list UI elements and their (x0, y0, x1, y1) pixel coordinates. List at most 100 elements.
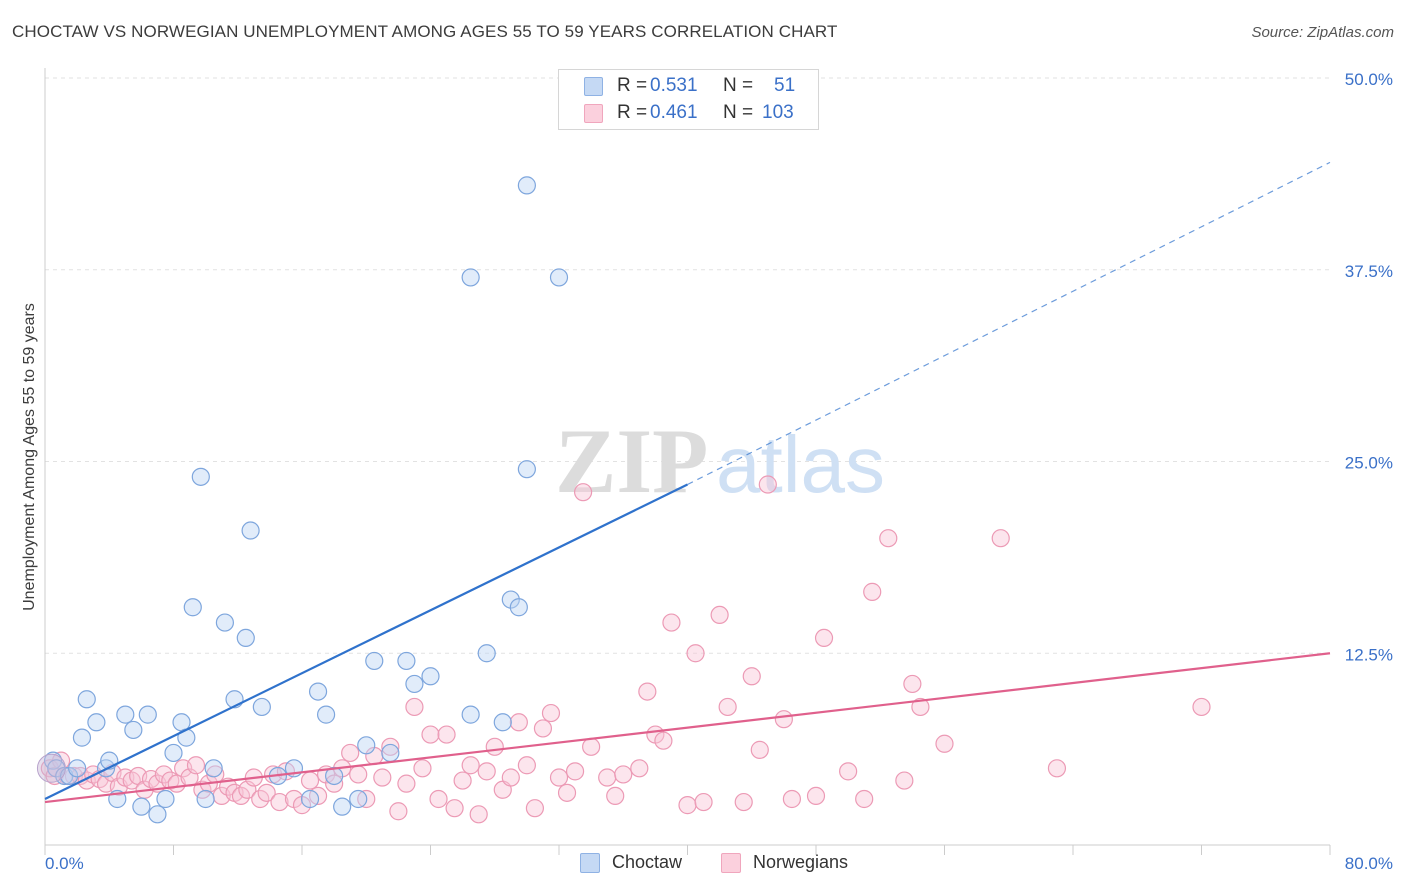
norwegians-point (373, 768, 392, 787)
y-tick-label: 50.0% (1345, 70, 1393, 89)
norwegians-point (437, 725, 456, 744)
choctaw-point (252, 697, 271, 717)
norwegians-point (549, 768, 569, 787)
correlation-legend: R = 0.531 N = 51 R = 0.461 N = 103 (558, 69, 819, 130)
norwegians-point (405, 697, 424, 717)
norwegians-point (863, 582, 882, 601)
norwegians-point (533, 719, 553, 738)
norwegians-point (750, 740, 769, 759)
norwegians-point (630, 759, 649, 778)
choctaw-point (365, 651, 384, 671)
norwegians-point (397, 774, 416, 793)
choctaw-point (300, 789, 320, 809)
norwegians-point (686, 644, 705, 663)
norwegians-point (381, 737, 400, 756)
norwegians-trend-line (44, 652, 1331, 804)
choctaw-swatch (580, 853, 600, 873)
norwegians-point (734, 792, 753, 812)
choctaw-point (87, 713, 106, 732)
norwegians-point (806, 786, 826, 806)
norwegians-point (718, 697, 737, 717)
norwegians-point (557, 783, 577, 802)
norwegians-point (614, 765, 633, 784)
norwegians-point (774, 710, 793, 729)
norwegians-point (477, 762, 496, 781)
choctaw-point (148, 805, 167, 824)
choctaw-point (461, 705, 480, 724)
legend-n-value-choctaw: 51 (774, 75, 796, 96)
norwegians-point (501, 768, 520, 787)
norwegians-point (991, 529, 1010, 548)
norwegians-point (573, 483, 593, 502)
norwegians-point (517, 756, 536, 775)
norwegians-point (349, 765, 368, 784)
norwegians-point (270, 792, 289, 812)
choctaw-point (77, 690, 96, 709)
norwegians-point (606, 786, 625, 806)
norwegians-point (421, 725, 440, 744)
legend-n-label: N = (723, 75, 754, 96)
choctaw-point (215, 613, 234, 632)
choctaw-point (132, 797, 151, 816)
choctaw-point (204, 759, 223, 778)
legend-r-value-choctaw: 0.531 (650, 75, 698, 96)
y-tick-label: 25.0% (1345, 454, 1393, 473)
norwegians-point (341, 743, 360, 763)
norwegians-point (257, 783, 276, 802)
choctaw-point (68, 759, 87, 778)
choctaw-point (461, 268, 480, 287)
choctaw-point (183, 598, 202, 617)
axes (44, 68, 1331, 855)
norwegians-point (582, 737, 601, 756)
norwegians-point (742, 667, 761, 686)
choctaw-point (191, 467, 210, 486)
choctaw-point (517, 460, 536, 479)
norwegians-point (662, 613, 681, 632)
norwegians-point (935, 734, 954, 753)
norwegians-point (903, 674, 922, 694)
norwegians-point (389, 802, 408, 821)
choctaw-point (196, 789, 215, 809)
norwegians-point (879, 529, 898, 548)
norwegians-point (541, 703, 561, 723)
choctaw-point (405, 674, 424, 694)
choctaw-point (72, 728, 92, 747)
norwegians-point (1192, 697, 1211, 717)
legend-r-label: R = (617, 75, 648, 96)
norwegians-point (565, 762, 585, 781)
bottom-legend-label: Norwegians (753, 852, 849, 872)
norwegians-swatch (584, 104, 603, 123)
choctaw-point (493, 713, 512, 732)
norwegians-point (598, 768, 617, 787)
norwegians-point (1047, 759, 1067, 778)
tick-labels: 12.5% 25.0% 37.5% 50.0% 0.0% 80.0% (45, 70, 1393, 873)
norwegians-point (855, 789, 874, 809)
norwegians-point (445, 799, 464, 818)
norwegians-point (429, 789, 448, 809)
choctaw-trend-line (44, 483, 688, 800)
choctaw-point (236, 628, 255, 648)
norwegians-point (678, 796, 697, 815)
norwegians-point (186, 756, 206, 775)
choctaw-point (116, 705, 135, 724)
choctaw-point (308, 682, 328, 701)
choctaw-point (164, 743, 183, 763)
norwegians-point (485, 737, 504, 756)
norwegians-point (782, 789, 802, 809)
legend-n-value-norwegians: 103 (762, 102, 794, 123)
norwegians-point (413, 759, 432, 778)
norwegians-point (839, 762, 858, 781)
watermark: ZIP atlas (555, 410, 885, 512)
norwegians-swatch (721, 853, 741, 873)
choctaw-point (397, 651, 416, 671)
norwegians-point (122, 771, 141, 790)
source-label: Source: ZipAtlas.com (1251, 24, 1394, 41)
choctaw-point (509, 598, 528, 617)
bottom-legend-label: Choctaw (612, 852, 683, 872)
watermark-atlas: atlas (716, 420, 885, 509)
watermark-zip: ZIP (555, 410, 708, 512)
x-tick-label: 80.0% (1345, 854, 1393, 873)
x-tick-label: 0.0% (45, 854, 84, 873)
norwegians-point (300, 771, 320, 790)
